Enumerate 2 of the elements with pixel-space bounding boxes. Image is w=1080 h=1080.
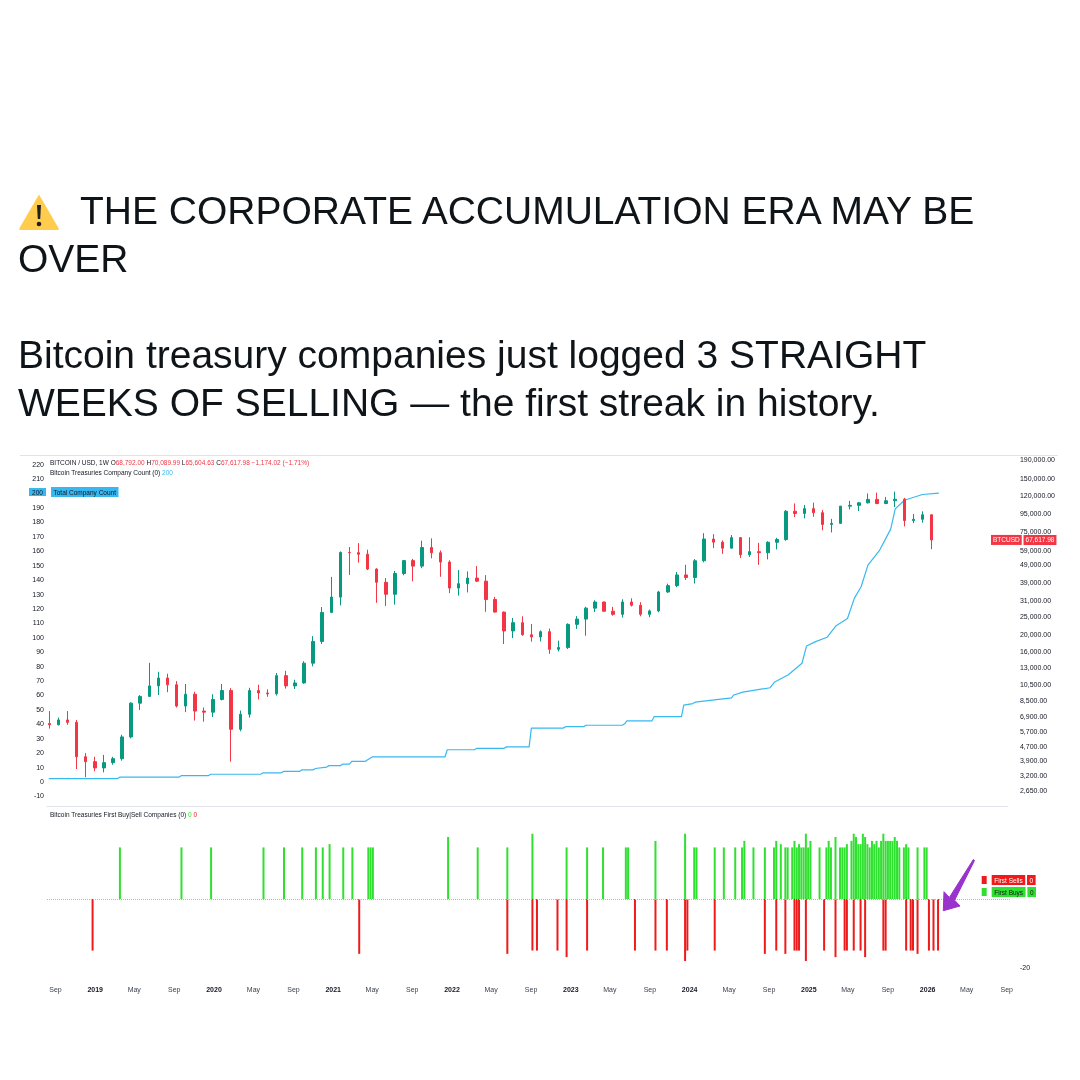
chart-title: THE CORPORATE ACCUMULATION ERA MAY BE OVER [18,189,975,280]
chart-subtitle: Bitcoin treasury companies just logged 3 STRAIGHT WEEKS OF SELLING — the first streak in history. [18,332,927,426]
